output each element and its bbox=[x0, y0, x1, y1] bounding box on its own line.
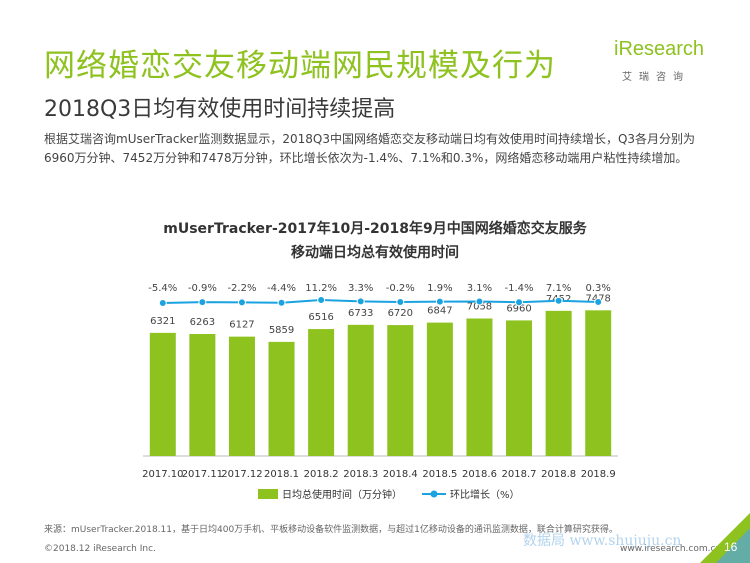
bar-value-label: 6516 bbox=[308, 312, 333, 323]
chart-title-line1: mUserTracker-2017年10月-2018年9月中国网络婚恋交友服务 bbox=[163, 221, 587, 237]
bar-value-label: 6321 bbox=[150, 316, 175, 327]
bar bbox=[387, 325, 414, 456]
x-tick-label: 2018.1 bbox=[264, 469, 299, 480]
legend-line-marker bbox=[430, 490, 438, 498]
growth-line bbox=[162, 298, 599, 304]
bar-value-label: 7058 bbox=[467, 302, 492, 313]
copyright-text: ©2018.12 iResearch Inc. bbox=[44, 544, 156, 554]
bar-value-label: 6720 bbox=[388, 308, 413, 319]
bar-value-label: 6127 bbox=[229, 320, 254, 331]
bar bbox=[585, 310, 612, 456]
bar-value-label: 6960 bbox=[506, 303, 531, 314]
growth-label: -2.2% bbox=[227, 283, 256, 294]
x-tick-label: 2017.11 bbox=[182, 469, 223, 480]
growth-point bbox=[356, 297, 365, 306]
growth-label: -0.2% bbox=[386, 283, 415, 294]
growth-point bbox=[594, 297, 603, 306]
x-tick-label: 2018.7 bbox=[502, 469, 537, 480]
growth-point bbox=[317, 295, 326, 304]
growth-label: -5.4% bbox=[148, 283, 177, 294]
x-tick-label: 2018.4 bbox=[383, 469, 418, 480]
page-subtitle: 2018Q3日均有效使用时间持续提高 bbox=[44, 97, 396, 122]
x-tick-label: 2018.5 bbox=[422, 469, 457, 480]
growth-label: 3.1% bbox=[467, 283, 492, 294]
x-tick-label: 2017.10 bbox=[142, 469, 183, 480]
legend-bar-swatch bbox=[258, 489, 278, 499]
legend-line-label: 环比增长（%） bbox=[450, 488, 520, 501]
page-title: 网络婚恋交友移动端网民规模及行为 bbox=[44, 48, 556, 84]
x-tick-label: 2018.8 bbox=[541, 469, 576, 480]
growth-point bbox=[396, 298, 405, 307]
bar bbox=[189, 333, 216, 456]
logo-text: iResearch bbox=[614, 38, 705, 60]
bar-value-label: 6733 bbox=[348, 308, 373, 319]
chart-title-line2: 移动端日均总有效使用时间 bbox=[291, 245, 459, 261]
bar bbox=[506, 320, 533, 456]
growth-point bbox=[515, 298, 524, 307]
growth-point bbox=[554, 296, 563, 305]
growth-point bbox=[198, 298, 207, 307]
growth-label: 7.1% bbox=[546, 283, 571, 294]
growth-label: 0.3% bbox=[586, 283, 611, 294]
growth-point bbox=[475, 297, 484, 306]
watermark-text: 数据局 www.shujuju.cn bbox=[523, 533, 682, 549]
bar bbox=[149, 332, 176, 456]
x-tick-label: 2018.3 bbox=[343, 469, 378, 480]
x-tick-label: 2018.2 bbox=[304, 469, 339, 480]
growth-point bbox=[277, 298, 286, 307]
growth-label: -1.4% bbox=[505, 283, 534, 294]
growth-point bbox=[237, 298, 246, 307]
growth-label: 11.2% bbox=[305, 283, 337, 294]
bar-value-label: 6847 bbox=[427, 306, 452, 317]
growth-label: 1.9% bbox=[427, 283, 452, 294]
bar bbox=[228, 336, 255, 456]
x-tick-label: 2018.9 bbox=[581, 469, 616, 480]
x-tick-label: 2018.6 bbox=[462, 469, 497, 480]
bar bbox=[347, 324, 374, 456]
description-text: 根据艾瑞咨询mUserTracker监测数据显示，2018Q3中国网络婚恋交友移… bbox=[44, 132, 696, 165]
bar bbox=[426, 322, 453, 456]
bar bbox=[308, 329, 335, 456]
logo-subtext: 艾瑞咨询 bbox=[622, 72, 690, 83]
growth-point bbox=[435, 297, 444, 306]
iresearch-logo: iResearch 艾瑞咨询 bbox=[614, 38, 714, 88]
x-tick-label: 2017.12 bbox=[221, 469, 262, 480]
bar-value-label: 6263 bbox=[190, 317, 215, 328]
page-number: 16 bbox=[724, 540, 738, 554]
growth-point bbox=[158, 298, 167, 307]
bar-value-label: 5859 bbox=[269, 325, 294, 336]
footer-url: www.iresearch.com.cn bbox=[620, 544, 722, 554]
legend-bar-label: 日均总使用时间（万分钟） bbox=[282, 488, 402, 501]
source-note: 来源：mUserTracker.2018.11，基于日均400万手机、平板移动设… bbox=[44, 525, 618, 535]
growth-label: -4.4% bbox=[267, 283, 296, 294]
bar bbox=[466, 318, 493, 456]
growth-label: 3.3% bbox=[348, 283, 373, 294]
bar bbox=[545, 310, 572, 456]
growth-label: -0.9% bbox=[188, 283, 217, 294]
bar bbox=[268, 341, 295, 456]
